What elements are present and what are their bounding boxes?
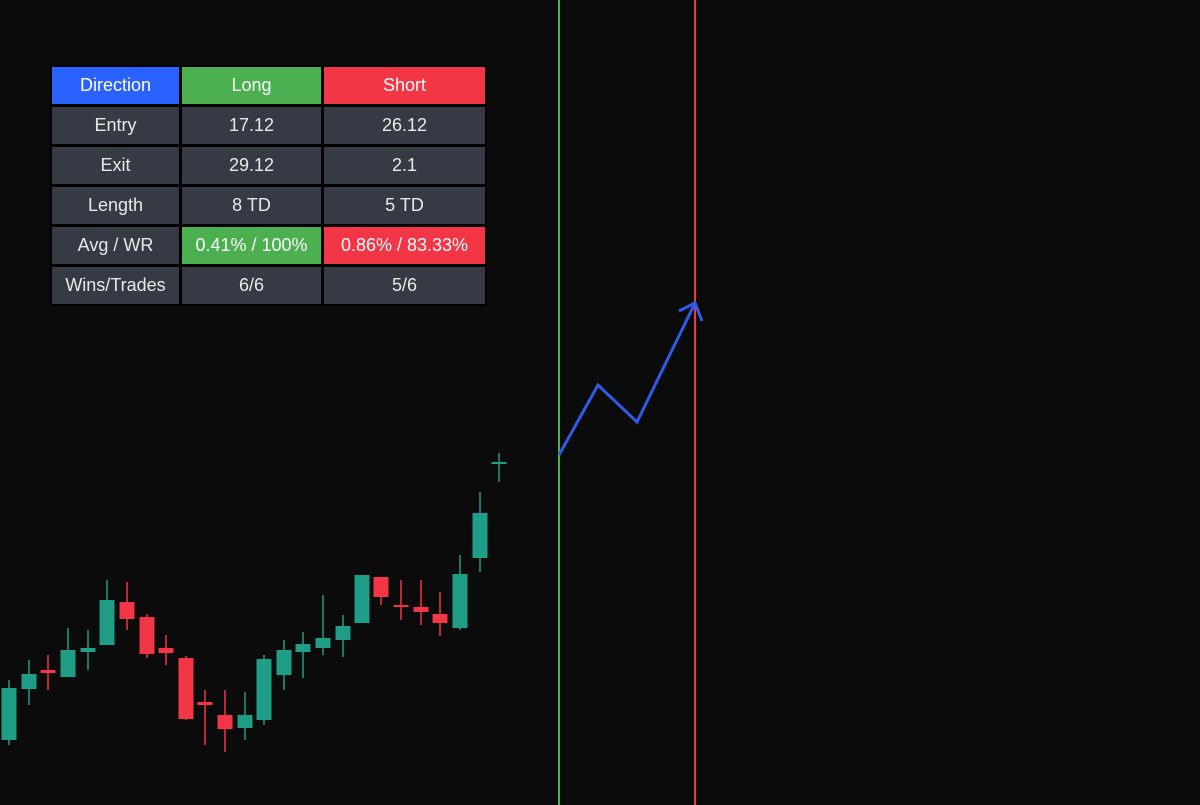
candle-body bbox=[472, 513, 488, 558]
table-cell: 0.41% / 100% bbox=[182, 227, 321, 264]
candle-body bbox=[40, 670, 56, 673]
stats-table: Direction Long Short Entry 17.12 26.12 Exit 29.… bbox=[50, 65, 487, 306]
candle-body bbox=[452, 574, 468, 628]
candle-body bbox=[119, 602, 135, 619]
candle-body bbox=[158, 648, 174, 653]
table-cell: 5/6 bbox=[324, 267, 485, 304]
header-cell: Direction bbox=[52, 67, 179, 104]
candle-body bbox=[276, 650, 292, 675]
candle-body bbox=[80, 648, 96, 652]
table-cell: 8 TD bbox=[182, 187, 321, 224]
candle-body bbox=[139, 617, 155, 654]
candle-body bbox=[491, 462, 507, 464]
table-cell: 2.1 bbox=[324, 147, 485, 184]
candle-body bbox=[315, 638, 331, 648]
candle-body bbox=[99, 600, 115, 645]
row-label: Exit bbox=[52, 147, 179, 184]
candle-body bbox=[413, 607, 429, 612]
table-cell: 5 TD bbox=[324, 187, 485, 224]
table-cell: 26.12 bbox=[324, 107, 485, 144]
candle-body bbox=[295, 644, 311, 652]
table-cell: 29.12 bbox=[182, 147, 321, 184]
candle-body bbox=[60, 650, 76, 677]
candle-body bbox=[217, 715, 233, 729]
candle-body bbox=[21, 674, 37, 689]
path-arrow bbox=[557, 302, 697, 456]
candle-body bbox=[432, 614, 448, 623]
row-label: Wins/Trades bbox=[52, 267, 179, 304]
candle-body bbox=[354, 575, 370, 623]
candle-body bbox=[197, 702, 213, 705]
header-cell: Short bbox=[324, 67, 485, 104]
row-label: Entry bbox=[52, 107, 179, 144]
candle-body bbox=[335, 626, 351, 640]
candle-body bbox=[178, 658, 194, 719]
table-cell: 17.12 bbox=[182, 107, 321, 144]
candles bbox=[1, 453, 507, 752]
header-cell: Long bbox=[182, 67, 321, 104]
table-cell: 0.86% / 83.33% bbox=[324, 227, 485, 264]
row-label: Length bbox=[52, 187, 179, 224]
candle-body bbox=[256, 659, 272, 720]
candle-body bbox=[1, 688, 17, 740]
row-label: Avg / WR bbox=[52, 227, 179, 264]
candle-body bbox=[373, 577, 389, 597]
candle-body bbox=[237, 715, 253, 728]
arrow-head bbox=[678, 300, 704, 322]
candle-body bbox=[393, 605, 409, 607]
table-cell: 6/6 bbox=[182, 267, 321, 304]
